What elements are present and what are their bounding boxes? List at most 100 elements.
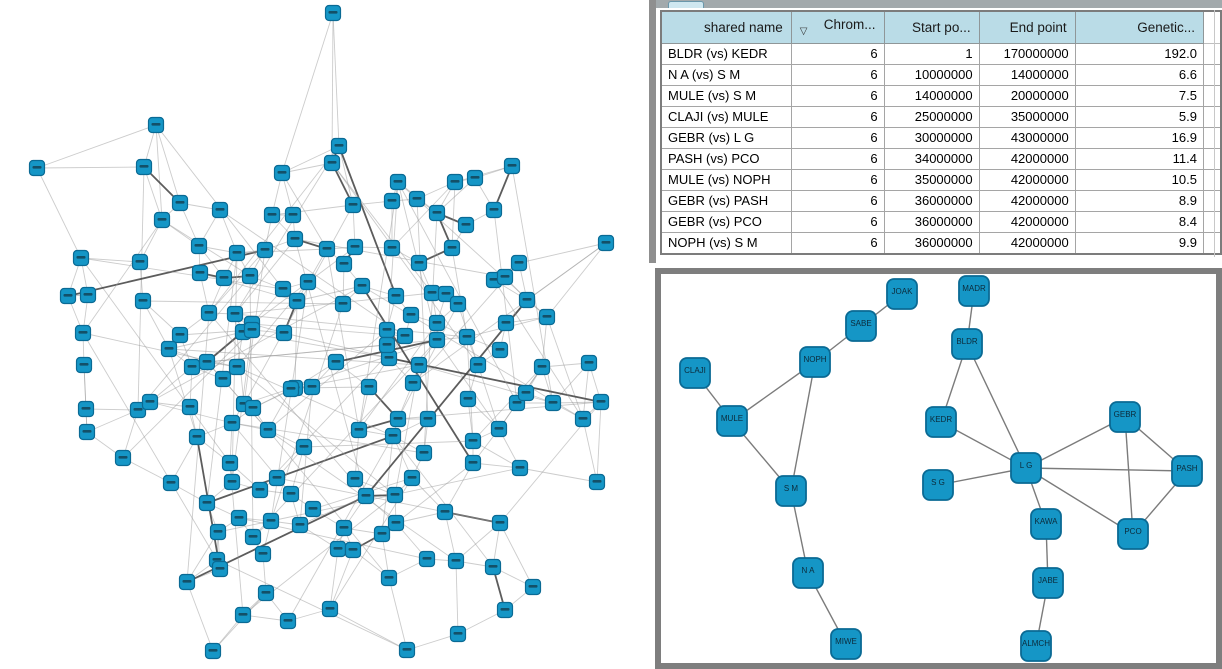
table-row[interactable]: CLAJI (vs) MULE 6 25000000 35000000 5.9	[660, 105, 1222, 128]
network-node[interactable]	[383, 239, 401, 257]
network-node[interactable]	[449, 625, 467, 643]
table-row[interactable]: MULE (vs) NOPH 6 35000000 42000000 10.5	[660, 168, 1222, 191]
network-node[interactable]	[408, 190, 426, 208]
network-node[interactable]	[387, 287, 405, 305]
table-cell[interactable]: PASH (vs) PCO	[660, 147, 792, 170]
table-cell[interactable]: 6.6	[1074, 63, 1204, 86]
network-node[interactable]	[580, 354, 598, 372]
table-row[interactable]: BLDR (vs) KEDR 6 1 170000000 192.0	[660, 42, 1222, 65]
table-cell[interactable]: 8.4	[1074, 210, 1204, 233]
network-node[interactable]	[191, 264, 209, 282]
network-node[interactable]	[275, 324, 293, 342]
network-node[interactable]	[228, 244, 246, 262]
network-node[interactable]	[279, 612, 297, 630]
network-node[interactable]	[198, 353, 216, 371]
network-node-kawa[interactable]: KAWA	[1030, 508, 1062, 540]
network-node[interactable]	[129, 401, 147, 419]
network-node[interactable]	[373, 525, 391, 543]
network-node[interactable]	[77, 400, 95, 418]
network-node[interactable]	[574, 410, 592, 428]
network-node-mule[interactable]: MULE	[716, 405, 748, 437]
network-node[interactable]	[396, 327, 414, 345]
network-node[interactable]	[244, 528, 262, 546]
table-cell[interactable]: 1	[883, 42, 980, 65]
table-row[interactable]: GEBR (vs) L G 6 30000000 43000000 16.9	[660, 126, 1222, 149]
network-node[interactable]	[257, 584, 275, 602]
network-node[interactable]	[183, 358, 201, 376]
table-cell[interactable]: 42000000	[978, 168, 1076, 191]
table-scroll-gutter[interactable]	[1214, 10, 1215, 257]
network-edge[interactable]	[966, 343, 1027, 469]
network-node[interactable]	[398, 641, 416, 659]
network-node-n-a[interactable]: N A	[792, 557, 824, 589]
network-node[interactable]	[384, 427, 402, 445]
table-row[interactable]: N A (vs) S M 6 10000000 14000000 6.6	[660, 63, 1222, 86]
network-node[interactable]	[423, 284, 441, 302]
network-node[interactable]	[511, 459, 529, 477]
network-node[interactable]	[464, 432, 482, 450]
network-node[interactable]	[251, 481, 269, 499]
table-cell[interactable]: GEBR (vs) PASH	[660, 189, 792, 212]
column-header-shared-name[interactable]: shared name	[660, 10, 792, 44]
network-node[interactable]	[214, 370, 232, 388]
table-cell[interactable]: 10.5	[1074, 168, 1204, 191]
network-node[interactable]	[291, 516, 309, 534]
table-cell[interactable]: 20000000	[978, 84, 1076, 107]
table-tab-fragment[interactable]	[668, 1, 704, 8]
network-node[interactable]	[234, 606, 252, 624]
table-cell[interactable]: 36000000	[883, 231, 980, 254]
network-node[interactable]	[387, 514, 405, 532]
network-node[interactable]	[524, 578, 542, 596]
network-node[interactable]	[284, 206, 302, 224]
network-node[interactable]	[428, 331, 446, 349]
network-node[interactable]	[496, 268, 514, 286]
network-node[interactable]	[153, 211, 171, 229]
table-row[interactable]: NOPH (vs) S M 6 36000000 42000000 9.9	[660, 231, 1222, 254]
network-node-pco[interactable]: PCO	[1117, 518, 1149, 550]
table-cell[interactable]: 14000000	[978, 63, 1076, 86]
network-node[interactable]	[518, 291, 536, 309]
network-node[interactable]	[211, 560, 229, 578]
network-node[interactable]	[74, 324, 92, 342]
network-node[interactable]	[466, 169, 484, 187]
network-node[interactable]	[254, 545, 272, 563]
table-cell[interactable]: MULE (vs) NOPH	[660, 168, 792, 191]
table-cell[interactable]: 42000000	[978, 210, 1076, 233]
network-node[interactable]	[428, 314, 446, 332]
table-cell[interactable]	[1202, 63, 1222, 86]
network-node-bldr[interactable]: BLDR	[951, 328, 983, 360]
network-node[interactable]	[491, 341, 509, 359]
filtered-network-svg[interactable]: JOAK SABE MADR BLDR NOPH CLAJI MULE KEDR GEBR L G…	[661, 274, 1216, 663]
network-edge[interactable]	[1025, 416, 1126, 469]
table-cell[interactable]: GEBR (vs) L G	[660, 126, 792, 149]
table-cell[interactable]: 36000000	[883, 210, 980, 233]
network-node-gebr[interactable]: GEBR	[1109, 401, 1141, 433]
network-node[interactable]	[458, 328, 476, 346]
table-cell[interactable]: 6	[790, 168, 885, 191]
network-node[interactable]	[190, 237, 208, 255]
network-node[interactable]	[274, 280, 292, 298]
table-cell[interactable]: CLAJI (vs) MULE	[660, 105, 792, 128]
network-node[interactable]	[544, 394, 562, 412]
network-node[interactable]	[286, 230, 304, 248]
table-cell[interactable]: 30000000	[883, 126, 980, 149]
network-node[interactable]	[241, 267, 259, 285]
network-edge[interactable]	[1025, 467, 1134, 535]
network-node[interactable]	[79, 286, 97, 304]
table-cell[interactable]: 6	[790, 84, 885, 107]
network-node[interactable]	[181, 398, 199, 416]
table-cell[interactable]: 6	[790, 63, 885, 86]
network-node[interactable]	[517, 384, 535, 402]
network-node[interactable]	[215, 269, 233, 287]
table-cell[interactable]	[1202, 84, 1222, 107]
network-node[interactable]	[443, 239, 461, 257]
column-header-chrom-[interactable]: ▽ Chrom...	[790, 10, 885, 44]
table-cell[interactable]: 34000000	[883, 147, 980, 170]
network-node[interactable]	[353, 277, 371, 295]
network-node[interactable]	[344, 541, 362, 559]
table-row[interactable]: MULE (vs) S M 6 14000000 20000000 7.5	[660, 84, 1222, 107]
table-cell[interactable]	[1202, 105, 1222, 128]
network-node[interactable]	[200, 304, 218, 322]
network-node[interactable]	[323, 154, 341, 172]
table-cell[interactable]: 5.9	[1074, 105, 1204, 128]
